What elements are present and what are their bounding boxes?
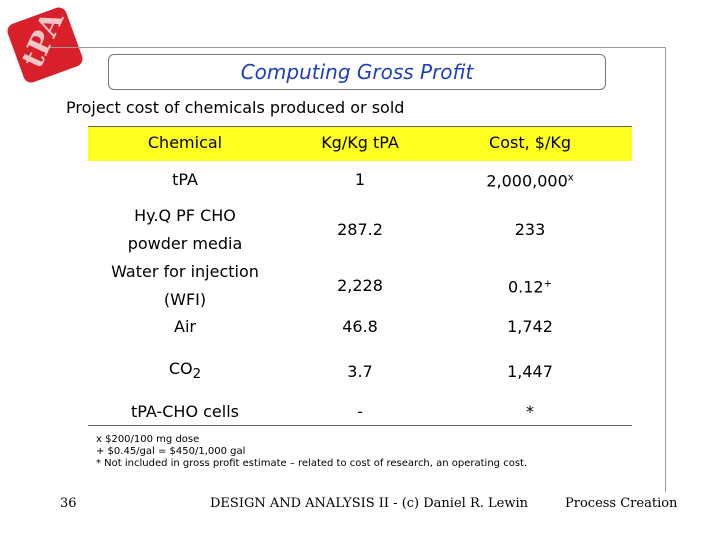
cell-text: Air <box>174 317 196 336</box>
footnotes: x $200/100 mg dose + $0.45/gal = $450/1,0… <box>96 434 527 470</box>
table-cell: 1 <box>290 166 430 194</box>
footer-text: DESIGN AND ANALYSIS II - (c) Daniel R. L… <box>210 496 528 511</box>
superscript: + <box>543 278 552 290</box>
cell-text: 2,000,000 <box>486 171 568 191</box>
cell-text: * <box>526 402 534 421</box>
subtitle: Project cost of chemicals produced or so… <box>66 98 405 117</box>
table-cell: 233 <box>450 216 610 244</box>
title: Computing Gross Profit <box>108 54 606 90</box>
table-cell: Water for injection (WFI) <box>110 258 260 314</box>
table-cell: 2,000,000x <box>450 164 610 195</box>
table-cell: 2,228 <box>290 272 430 300</box>
column-header: Kg/Kg tPA <box>321 133 399 152</box>
footnote: * Not included in gross profit estimate … <box>96 458 528 469</box>
footnote: + $0.45/gal = $450/1,000 gal <box>96 446 246 457</box>
table-rule <box>88 425 632 426</box>
cell-text: Hy.Q PF CHO powder media <box>127 206 243 253</box>
table-cell: tPA-CHO cells <box>110 398 260 426</box>
cell-text: - <box>357 402 363 421</box>
cell-text: 2,228 <box>337 276 383 295</box>
table-cell: 1,742 <box>450 313 610 341</box>
column-header: Chemical <box>147 133 223 152</box>
frame-line <box>665 47 666 492</box>
logo-text: tPA <box>15 6 72 74</box>
subscript: 2 <box>192 367 202 383</box>
table-cell: 0.12+ <box>450 270 610 301</box>
table-cell: CO2 <box>110 355 260 389</box>
table-cell: Air <box>110 313 260 341</box>
cell-text: 1,447 <box>507 362 553 381</box>
cell-text: 287.2 <box>337 220 383 239</box>
table-cell: 1,447 <box>450 358 610 386</box>
table-header <box>88 126 632 161</box>
table-cell: - <box>290 398 430 426</box>
table-cell: * <box>450 398 610 426</box>
cell-text: 1,742 <box>507 317 553 336</box>
footer-right: Process Creation <box>565 496 678 511</box>
cell-text: Water for injection (WFI) <box>111 262 259 309</box>
cell-text: 1 <box>354 170 366 189</box>
column-header: Cost, $/Kg <box>489 133 571 152</box>
cell-text: CO <box>168 358 193 378</box>
cell-text: 46.8 <box>342 317 378 336</box>
table-cell: 46.8 <box>290 313 430 341</box>
frame-line <box>50 47 665 48</box>
table-cell: 287.2 <box>290 216 430 244</box>
cell-text: tPA <box>172 170 198 189</box>
superscript: x <box>567 172 574 184</box>
footnote: x $200/100 mg dose <box>96 434 200 445</box>
cell-text: 3.7 <box>347 362 373 381</box>
cell-text: 0.12 <box>507 277 544 297</box>
logo: tPA <box>5 5 85 85</box>
cell-text: tPA-CHO cells <box>130 402 239 421</box>
table-cell: Hy.Q PF CHO powder media <box>110 202 260 258</box>
cell-text: 233 <box>514 220 546 239</box>
page-number: 36 <box>60 496 77 511</box>
table-cell: tPA <box>110 166 260 194</box>
table-cell: 3.7 <box>290 358 430 386</box>
